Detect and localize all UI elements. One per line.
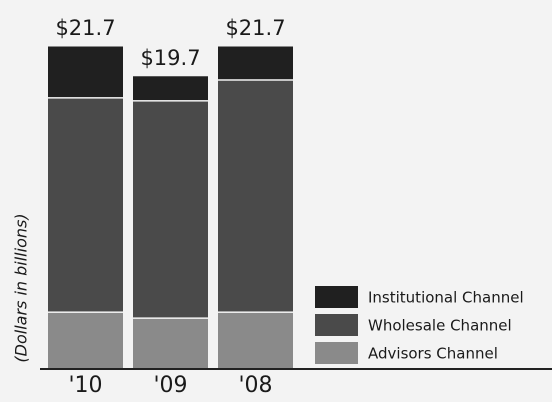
x-tick-label: '08 (238, 373, 272, 398)
bar-segment (218, 312, 293, 368)
total-label: $21.7 (225, 16, 285, 40)
x-tick-label: '09 (153, 373, 187, 398)
bar-segment (133, 101, 208, 318)
y-axis-label: (Dollars in billions) (12, 213, 31, 362)
total-label: $21.7 (55, 16, 115, 40)
bar-segment (133, 318, 208, 368)
bar-segment (218, 80, 293, 312)
bar-segment (48, 98, 123, 312)
bar-segment (218, 46, 293, 80)
legend-label: Institutional Channel (368, 289, 524, 307)
legend-label: Advisors Channel (368, 345, 498, 363)
legend-swatch (315, 314, 358, 336)
x-tick-label: '10 (68, 373, 102, 398)
total-label: $19.7 (140, 46, 200, 70)
bar-segment (48, 46, 123, 98)
legend-swatch (315, 286, 358, 308)
bar-segment (48, 312, 123, 368)
legend-swatch (315, 342, 358, 364)
bar-segment (133, 76, 208, 101)
legend-label: Wholesale Channel (368, 317, 512, 335)
